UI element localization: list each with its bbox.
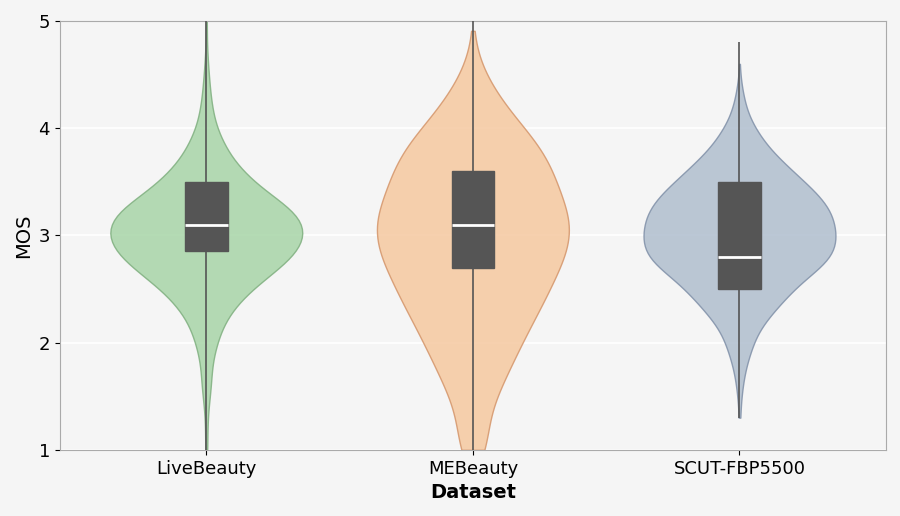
Polygon shape — [452, 171, 494, 267]
Polygon shape — [718, 182, 760, 289]
Y-axis label: MOS: MOS — [14, 213, 33, 257]
Polygon shape — [185, 182, 228, 251]
X-axis label: Dataset: Dataset — [430, 483, 516, 502]
